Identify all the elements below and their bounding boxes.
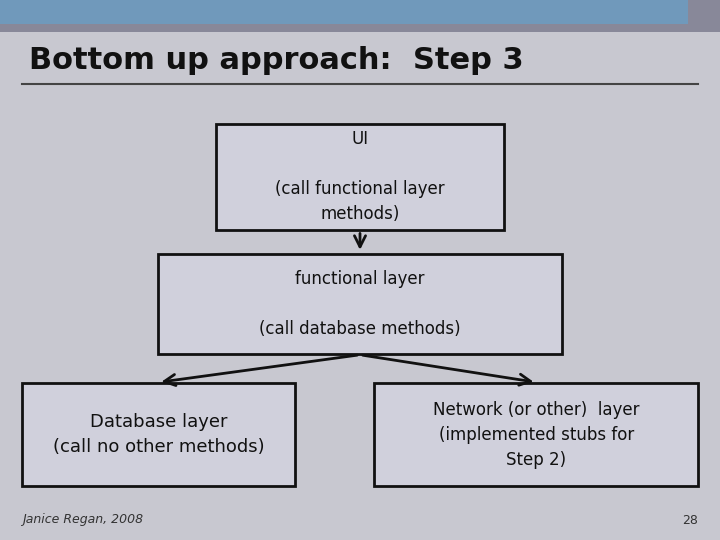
Bar bbox=[0, 24, 720, 32]
Text: UI

(call functional layer
methods): UI (call functional layer methods) bbox=[275, 130, 445, 224]
Bar bbox=[374, 383, 698, 486]
Text: Database layer
(call no other methods): Database layer (call no other methods) bbox=[53, 413, 264, 456]
Text: Bottom up approach:  Step 3: Bottom up approach: Step 3 bbox=[29, 46, 523, 75]
Bar bbox=[0, 0, 720, 24]
Text: Janice Regan, 2008: Janice Regan, 2008 bbox=[22, 514, 143, 526]
Text: functional layer

(call database methods): functional layer (call database methods) bbox=[259, 270, 461, 338]
Text: 28: 28 bbox=[683, 514, 698, 526]
Bar bbox=[688, 0, 720, 24]
Text: Network (or other)  layer
(implemented stubs for
Step 2): Network (or other) layer (implemented st… bbox=[433, 401, 639, 469]
Bar bbox=[216, 124, 504, 230]
Bar bbox=[22, 383, 295, 486]
Bar bbox=[158, 254, 562, 354]
